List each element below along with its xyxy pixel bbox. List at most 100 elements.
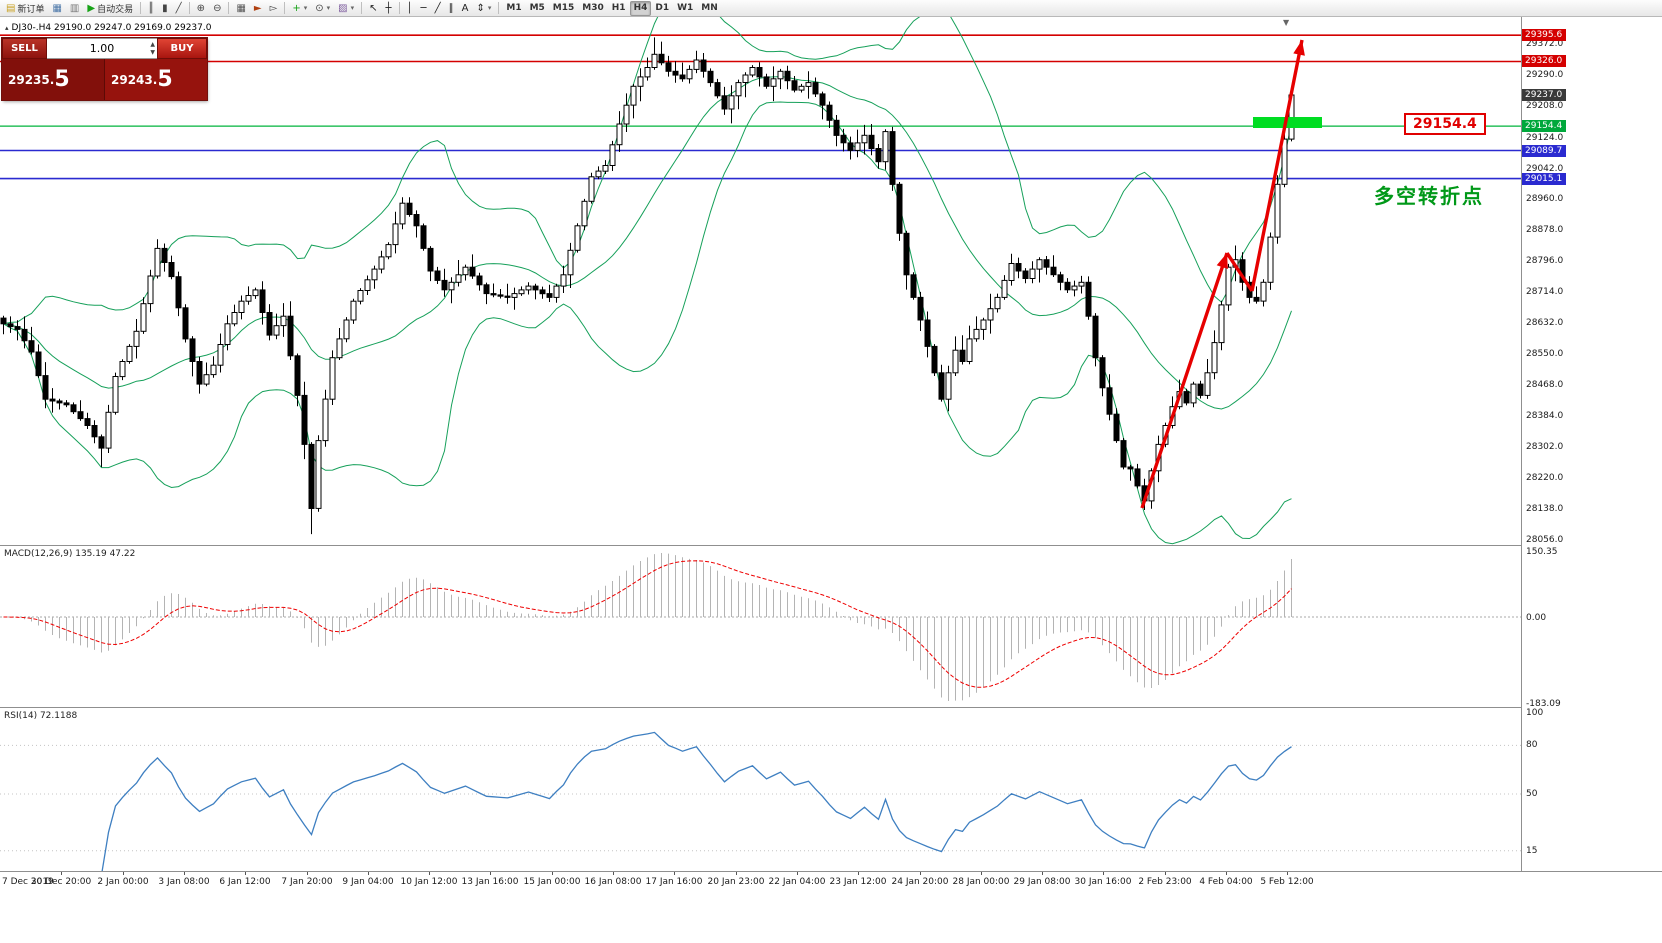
time-axis-label: 20 Jan 23:00: [707, 877, 765, 887]
indicators-button[interactable]: + ▾: [288, 1, 311, 16]
arrows-button[interactable]: ⇕ ▾: [472, 1, 495, 16]
sell-button[interactable]: SELL: [2, 38, 47, 59]
time-axis-tick: [736, 872, 737, 875]
time-axis-tick: [1103, 872, 1104, 875]
price-axis-label: 29208.0: [1526, 101, 1564, 111]
time-axis-tick: [184, 872, 185, 875]
time-axis-tick: [123, 872, 124, 875]
timeframe-m30-button[interactable]: M30: [578, 1, 607, 16]
time-axis-label: 30 Dec 20:00: [30, 877, 92, 887]
auto-scroll-button[interactable]: ►: [250, 1, 266, 16]
price-axis-label: 28796.0: [1526, 256, 1564, 266]
timeframe-m15-button[interactable]: M15: [549, 1, 578, 16]
zoom-in-button[interactable]: ⊕: [193, 1, 209, 16]
timeframe-d1-button[interactable]: D1: [651, 1, 673, 16]
zoom-out-icon: ⊖: [213, 2, 222, 14]
toolbar-separator: [498, 2, 500, 14]
bar-chart-button[interactable]: ║: [144, 1, 158, 16]
turning-point-note[interactable]: 多空转折点: [1374, 184, 1484, 208]
time-axis-label: 5 Feb 12:00: [1260, 877, 1314, 887]
indicators-icon: +: [292, 2, 301, 14]
price-chart-canvas[interactable]: [0, 17, 1521, 545]
time-axis-label: 17 Jan 16:00: [645, 877, 703, 887]
sell-price[interactable]: 29235. 5: [2, 59, 105, 100]
rsi-axis-label: 15: [1526, 846, 1538, 856]
price-axis-label: 29290.0: [1526, 70, 1564, 80]
price-axis-label: 28468.0: [1526, 380, 1564, 390]
rsi-label: RSI(14) 72.1188: [4, 711, 78, 721]
vertical-line-button[interactable]: │: [403, 1, 417, 16]
toolbar-separator: [188, 2, 190, 14]
volume-spinner[interactable]: ▲ ▼: [150, 41, 155, 57]
spinner-down-icon[interactable]: ▼: [150, 49, 155, 56]
channel-button[interactable]: ∥: [445, 1, 458, 16]
time-axis-label: 7 Dec 2019: [2, 877, 54, 887]
market-watch-button[interactable]: ▥: [66, 1, 83, 16]
caret-down-icon: ▾: [487, 4, 492, 12]
price-axis[interactable]: 29372.0 29290.0 29208.0 29124.0 29042.0 28960…: [1521, 17, 1662, 871]
rsi-canvas: [0, 731, 1521, 871]
time-axis-tick: [797, 872, 798, 875]
cursor-button[interactable]: ↖: [365, 1, 381, 16]
autotrading-button[interactable]: ▶ 自动交易: [83, 1, 137, 16]
timeframe-w1-button[interactable]: W1: [673, 1, 697, 16]
timeframe-m30-button-label: M30: [582, 3, 604, 13]
templates-button[interactable]: ▨ ▾: [334, 1, 358, 16]
price-axis-label: 28056.0: [1526, 535, 1564, 545]
time-axis-tick: [1042, 872, 1043, 875]
line-chart-button[interactable]: ╱: [172, 1, 186, 16]
buy-price[interactable]: 29243. 5: [105, 59, 207, 100]
timeframe-h4-button[interactable]: H4: [629, 0, 652, 16]
price-tag: 29237.0: [1522, 89, 1566, 101]
price-tag: 29395.6: [1522, 29, 1566, 41]
time-axis-label: 13 Jan 16:00: [461, 877, 519, 887]
panel-separator[interactable]: [0, 545, 1662, 546]
timeframe-m1-button[interactable]: M1: [502, 1, 525, 16]
volume-input[interactable]: 1.00 ▲ ▼: [47, 38, 157, 59]
spinner-up-icon[interactable]: ▲: [150, 41, 155, 48]
macd-canvas: [0, 553, 1521, 701]
price-level-label[interactable]: 29154.4: [1404, 113, 1486, 135]
arrows-icon: ⇕: [476, 2, 485, 14]
time-axis-label: 7 Jan 20:00: [281, 877, 333, 887]
time-axis-label: 2 Jan 00:00: [97, 877, 149, 887]
timeframe-h4-button-label: H4: [633, 3, 648, 13]
time-axis[interactable]: 7 Dec 2019 30 Dec 20:00 2 Jan 00:00 3 Jan 0…: [0, 871, 1662, 893]
new-order-button[interactable]: ▤ 新订单: [2, 1, 48, 16]
timeframe-mn-button[interactable]: MN: [697, 1, 722, 16]
timeframe-h1-button-label: H1: [611, 3, 626, 13]
tile-windows-button[interactable]: ▦: [232, 1, 249, 16]
time-axis-tick: [429, 872, 430, 875]
chart-shift-button[interactable]: ▻: [266, 1, 282, 16]
toolbar-separator: [284, 2, 286, 14]
chart-window-icon: ▦: [52, 2, 62, 14]
trendline-button[interactable]: ╱: [431, 1, 445, 16]
timeframe-h1-button[interactable]: H1: [608, 1, 630, 16]
time-axis-tick: [307, 872, 308, 875]
caret-down-icon: ▾: [326, 4, 331, 12]
market-watch-icon: ▥: [69, 2, 80, 14]
horizontal-line-button[interactable]: ─: [417, 1, 431, 16]
price-axis-label: 28878.0: [1526, 225, 1564, 235]
sell-price-big-digit: 5: [54, 66, 70, 92]
zoom-out-button[interactable]: ⊖: [209, 1, 225, 16]
chart-window-button[interactable]: ▦: [48, 1, 65, 16]
text-button[interactable]: A: [458, 1, 473, 16]
chart-ohlc-text: DJ30-.H4 29190.0 29247.0 29169.0 29237.0: [11, 23, 212, 33]
buy-button[interactable]: BUY: [157, 38, 207, 59]
periods-button[interactable]: ⊙ ▾: [311, 1, 334, 16]
time-axis-label: 30 Jan 16:00: [1074, 877, 1132, 887]
tile-windows-icon: ▦: [236, 2, 246, 14]
candlestick-chart-button[interactable]: ▮: [158, 1, 172, 16]
crosshair-button[interactable]: ┼: [381, 1, 395, 16]
price-axis-label: 28550.0: [1526, 349, 1564, 359]
toolbar-separator: [398, 2, 400, 14]
time-axis-tick: [981, 872, 982, 875]
timeframe-m5-button[interactable]: M5: [526, 1, 549, 16]
price-axis-label: 28632.0: [1526, 318, 1564, 328]
time-axis-tick: [490, 872, 491, 875]
time-axis-tick: [245, 872, 246, 875]
panel-separator[interactable]: [0, 707, 1662, 708]
time-axis-label: 3 Jan 08:00: [158, 877, 210, 887]
